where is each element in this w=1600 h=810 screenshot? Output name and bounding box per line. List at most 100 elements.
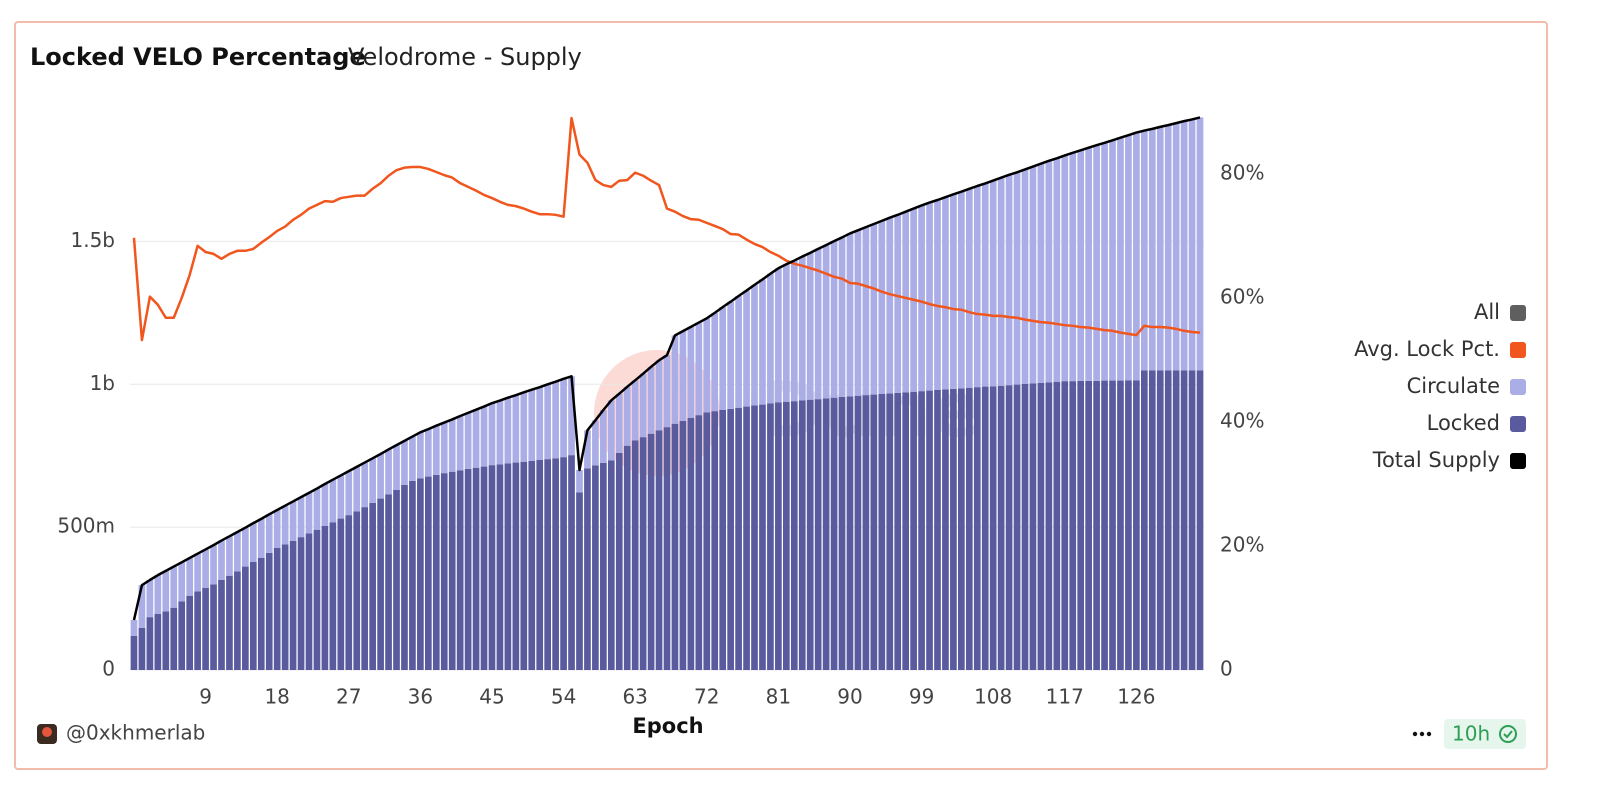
legend-swatch: [1510, 305, 1526, 321]
y2-tick-label: 20%: [1220, 532, 1264, 556]
bar: [345, 471, 353, 516]
bar: [934, 200, 941, 390]
bar: [997, 177, 1005, 386]
bar: [989, 180, 997, 387]
bar: [695, 322, 703, 416]
bar: [886, 393, 894, 670]
bar: [806, 252, 814, 400]
bar: [178, 601, 186, 670]
bar: [154, 614, 162, 670]
plot: [130, 116, 1204, 670]
bar: [759, 279, 766, 405]
bar: [424, 429, 432, 477]
bar: [353, 511, 361, 670]
bar: [973, 186, 981, 388]
bar: [361, 507, 369, 670]
bar: [878, 220, 886, 394]
y2-tick-label: 0: [1220, 657, 1233, 681]
bar: [194, 591, 201, 670]
bar: [496, 400, 504, 465]
bar: [1133, 380, 1140, 670]
bar: [289, 540, 297, 670]
bar: [289, 501, 297, 541]
bar: [226, 575, 233, 670]
legend-swatch: [1510, 416, 1526, 432]
author[interactable]: @0xkhmerlab: [66, 721, 205, 745]
bar: [1053, 381, 1061, 670]
bar: [814, 399, 822, 670]
bar: [958, 388, 965, 670]
bar: [965, 188, 973, 388]
bar: [600, 462, 607, 670]
refresh-check-mark: [1503, 730, 1513, 739]
bar: [1021, 384, 1029, 670]
bar: [965, 387, 973, 670]
x-tick-label: 126: [1117, 685, 1155, 709]
bar: [313, 488, 321, 530]
bar: [862, 227, 870, 396]
bar: [480, 466, 488, 670]
bar: [1101, 380, 1108, 670]
bar: [536, 387, 544, 460]
bar: [369, 502, 376, 670]
bar: [345, 515, 353, 670]
bar: [456, 470, 464, 670]
bar: [210, 545, 217, 585]
bar: [393, 445, 400, 490]
bar: [607, 400, 615, 461]
bar: [1180, 370, 1188, 670]
bar: [472, 467, 480, 670]
bar: [130, 620, 138, 636]
bar: [1109, 140, 1116, 381]
bar: [1164, 125, 1172, 371]
bar: [496, 464, 504, 670]
bar: [997, 385, 1005, 670]
bar: [639, 437, 647, 670]
bar: [1029, 166, 1037, 384]
bar: [1013, 172, 1021, 385]
bar: [1117, 137, 1124, 381]
bar: [552, 381, 559, 459]
bar: [1085, 380, 1092, 670]
y2-tick-label: 40%: [1220, 408, 1264, 432]
bar: [1069, 381, 1077, 670]
bar: [902, 211, 910, 393]
bar: [234, 571, 241, 670]
bar: [1180, 121, 1188, 371]
bar: [918, 391, 925, 670]
bar: [512, 395, 520, 463]
bar: [1045, 382, 1053, 670]
bar: [321, 526, 329, 670]
bar: [655, 360, 663, 431]
bar: [257, 557, 265, 670]
bar: [1133, 132, 1140, 381]
bar: [544, 384, 552, 460]
bar: [894, 214, 902, 393]
bar: [647, 433, 655, 670]
bar: [663, 427, 671, 670]
bar: [759, 404, 766, 670]
bar: [1125, 380, 1132, 670]
bar: [1188, 370, 1196, 670]
legend-label: Locked: [1427, 411, 1500, 435]
bar: [138, 585, 146, 628]
bar: [981, 386, 989, 670]
x-tick-label: 99: [909, 685, 934, 709]
x-tick-label: 90: [837, 685, 862, 709]
bar: [1148, 128, 1156, 371]
more-menu[interactable]: [1412, 731, 1432, 737]
bar: [1196, 370, 1204, 670]
bar: [655, 430, 663, 670]
bar: [870, 224, 878, 395]
bar: [615, 452, 623, 670]
bar: [711, 411, 719, 670]
bar: [1085, 147, 1092, 381]
bar: [1069, 152, 1077, 382]
bar: [544, 459, 552, 670]
bar: [942, 197, 949, 390]
x-tick-label: 117: [1046, 685, 1084, 709]
bar: [520, 461, 528, 670]
bar: [1077, 380, 1085, 670]
bar: [568, 376, 575, 456]
